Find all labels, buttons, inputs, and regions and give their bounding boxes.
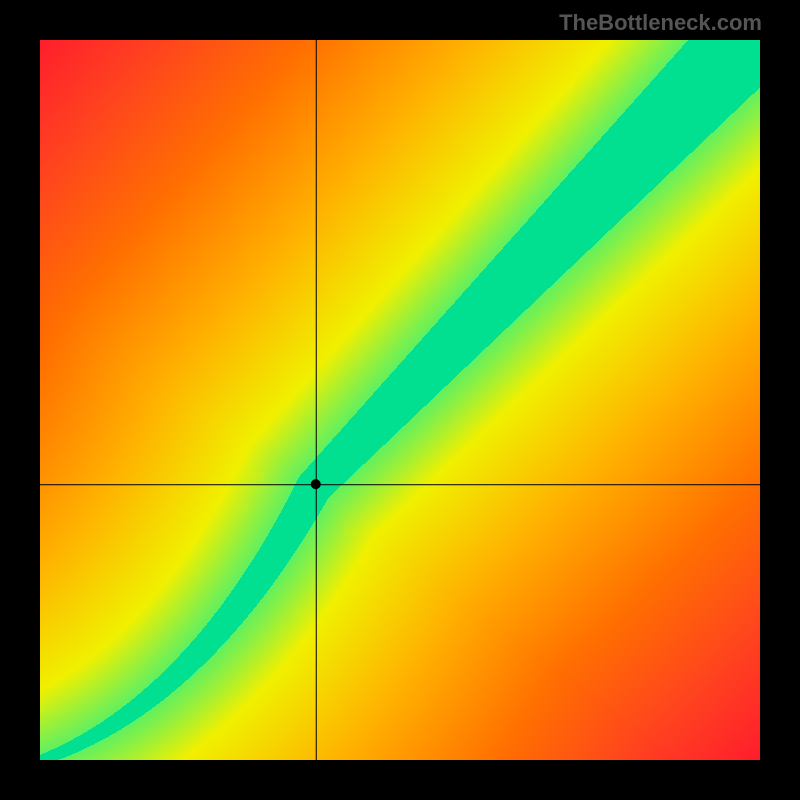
chart-container: TheBottleneck.com	[0, 0, 800, 800]
watermark-text: TheBottleneck.com	[559, 10, 762, 36]
bottleneck-heatmap	[40, 40, 760, 760]
